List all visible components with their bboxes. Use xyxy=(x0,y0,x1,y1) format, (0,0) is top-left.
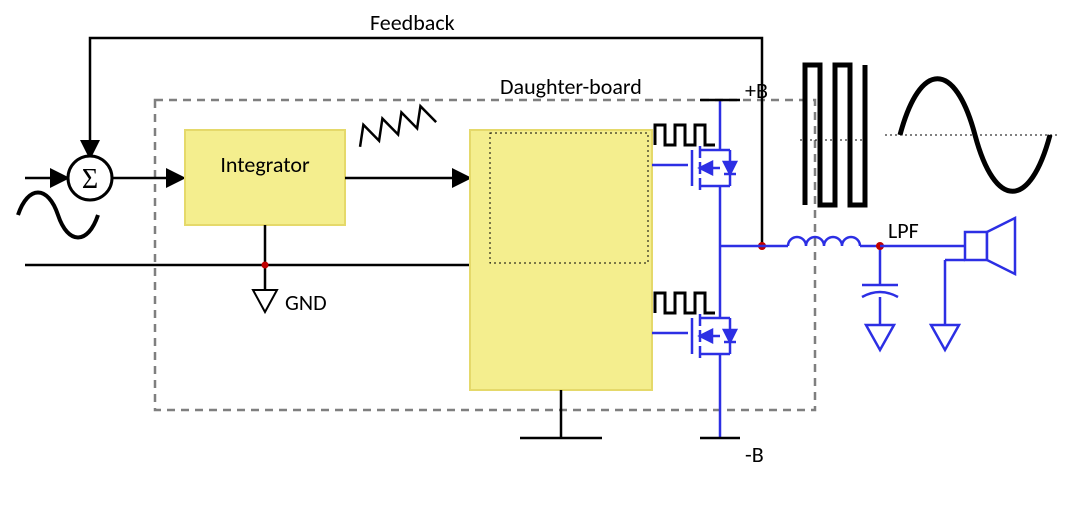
speaker-gnd-triangle-icon xyxy=(931,325,959,350)
daughter-board-label: Daughter-board xyxy=(500,73,642,100)
main-block xyxy=(470,130,652,390)
feedback-label: Feedback xyxy=(370,9,455,36)
triangle-wave-icon xyxy=(354,103,436,147)
capacitor-icon xyxy=(862,246,898,325)
gnd-node-dot xyxy=(262,262,269,269)
minusB-label: -B xyxy=(745,441,764,468)
inductor-icon xyxy=(762,237,880,246)
gnd-triangle-icon xyxy=(253,290,277,312)
plusB-label: +B xyxy=(745,77,768,104)
pwm-top-icon xyxy=(655,125,715,145)
gnd-label: GND xyxy=(285,289,327,316)
integrator-label: Integrator xyxy=(220,151,310,178)
speaker-icon xyxy=(965,218,1015,274)
lpf-label: LPF xyxy=(888,217,919,244)
mosfet-top-icon xyxy=(692,132,736,246)
pwm-bot-icon xyxy=(655,293,715,313)
output-sine-icon xyxy=(900,79,1050,192)
sigma-icon: Σ xyxy=(82,163,98,195)
mosfet-bottom-icon xyxy=(692,246,736,364)
cap-gnd-triangle-icon xyxy=(866,325,894,350)
